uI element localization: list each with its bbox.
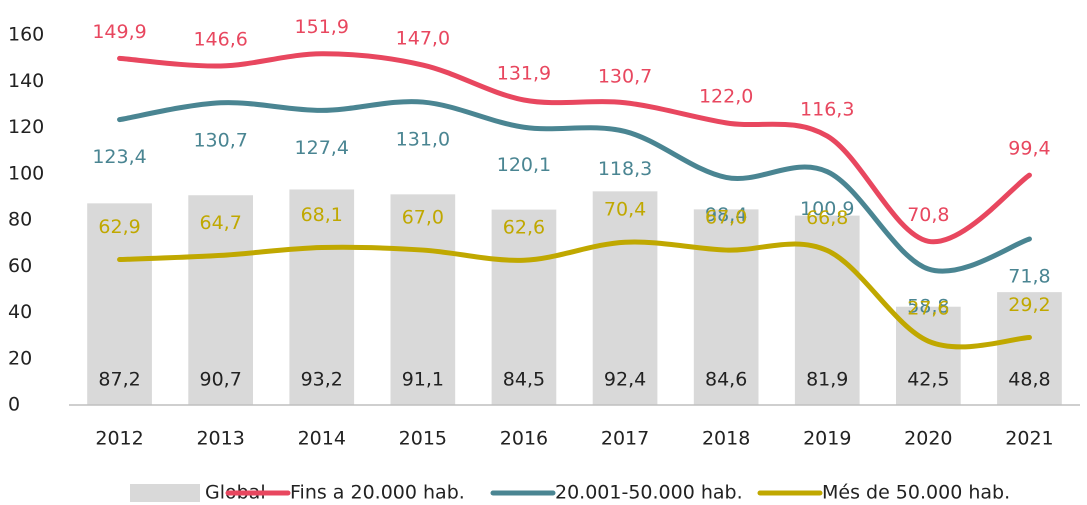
line-value-label: 123,4 [92, 146, 146, 168]
bar [794, 215, 860, 405]
bar [592, 191, 658, 405]
line-value-label: 122,0 [699, 85, 753, 107]
line-value-label: 62,9 [98, 216, 140, 238]
bar-value-label: 91,1 [402, 369, 444, 391]
line-value-label: 147,0 [396, 28, 450, 50]
legend-label: Més de 50.000 hab. [822, 482, 1010, 504]
line-value-label: 64,7 [199, 212, 241, 234]
line-value-label: 58,8 [907, 296, 949, 318]
line-value-label: 151,9 [295, 16, 349, 38]
line-value-label: 29,2 [1008, 294, 1050, 316]
line-value-label: 131,0 [396, 129, 450, 151]
line-value-label: 70,8 [907, 204, 949, 226]
x-tick-label: 2019 [803, 428, 851, 450]
bar-value-label: 42,5 [907, 369, 949, 391]
line-value-label: 120,1 [497, 154, 551, 176]
bar-value-label: 92,4 [604, 369, 646, 391]
line-value-label: 149,9 [92, 21, 146, 43]
line [117, 99, 1032, 274]
line-value-label: 67,0 [705, 207, 747, 229]
x-tick-label: 2016 [500, 428, 548, 450]
line-value-label: 118,3 [598, 158, 652, 180]
line-value-label: 98,4 [705, 204, 747, 226]
y-tick-label: 140 [8, 70, 44, 92]
bar-value-label: 93,2 [301, 369, 343, 391]
line-value-label: 71,8 [1008, 265, 1050, 287]
line-value-label: 130,7 [193, 129, 247, 151]
line-value-label: 70,4 [604, 199, 646, 221]
x-tick-label: 2017 [601, 428, 649, 450]
line [117, 239, 1032, 350]
legend-label: 20.001-50.000 hab. [555, 482, 743, 504]
bar [188, 195, 254, 405]
bar-value-label: 81,9 [806, 369, 848, 391]
line-value-label: 68,1 [301, 204, 343, 226]
bar-value-label: 84,6 [705, 369, 747, 391]
y-tick-label: 120 [8, 116, 44, 138]
bar [491, 209, 557, 405]
bar [997, 292, 1062, 405]
line-value-label: 27,6 [907, 298, 949, 320]
bar-value-label: 90,7 [199, 369, 241, 391]
bar [289, 189, 355, 405]
y-tick-label: 60 [8, 255, 32, 277]
line-value-label: 116,3 [800, 99, 854, 121]
line-value-label: 62,6 [503, 217, 545, 239]
line-value-label: 67,0 [402, 207, 444, 229]
legend-label: Fins a 20.000 hab. [290, 482, 465, 504]
bar-value-label: 87,2 [98, 369, 140, 391]
x-tick-label: 2018 [702, 428, 750, 450]
y-tick-label: 40 [8, 301, 32, 323]
bar [87, 203, 152, 405]
y-tick-label: 80 [8, 209, 32, 231]
x-tick-label: 2014 [298, 428, 346, 450]
x-tick-label: 2013 [196, 428, 244, 450]
bar-value-label: 48,8 [1008, 369, 1050, 391]
legend-swatch [130, 484, 200, 502]
line-value-label: 100,9 [800, 198, 854, 220]
y-tick-label: 160 [8, 24, 44, 46]
y-tick-label: 20 [8, 347, 32, 369]
line-value-label: 99,4 [1008, 138, 1050, 160]
x-tick-label: 2012 [95, 428, 143, 450]
x-tick-label: 2015 [399, 428, 447, 450]
x-tick-label: 2021 [1005, 428, 1053, 450]
line-value-label: 66,8 [806, 207, 848, 229]
y-tick-label: 100 [8, 162, 44, 184]
bar-value-label: 84,5 [503, 369, 545, 391]
line-value-label: 146,6 [193, 28, 247, 50]
line-value-label: 127,4 [295, 137, 349, 159]
bar [693, 209, 759, 405]
line [117, 51, 1032, 245]
bar [390, 194, 456, 405]
x-tick-label: 2020 [904, 428, 952, 450]
line-value-label: 131,9 [497, 62, 551, 84]
line-value-label: 130,7 [598, 65, 652, 87]
y-tick-label: 0 [8, 394, 20, 416]
